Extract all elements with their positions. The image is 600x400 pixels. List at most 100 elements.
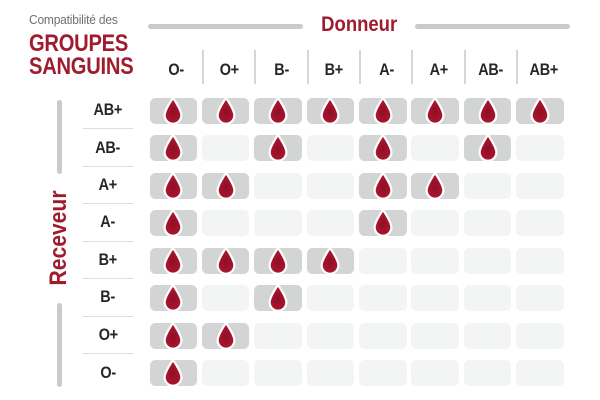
cell-oneg-from-bneg xyxy=(254,359,302,386)
col-header-oneg: O- xyxy=(150,50,202,84)
cell-opos-from-aneg xyxy=(359,322,407,349)
cell-apos-from-oneg xyxy=(149,171,197,200)
row-header-label: B- xyxy=(100,287,116,307)
cell-aneg-from-bpos xyxy=(306,210,355,237)
blood-drop-icon xyxy=(320,246,340,275)
receiver-axis-title: Receveur xyxy=(45,190,73,285)
cell-apos-from-bpos xyxy=(306,172,355,199)
cell-apos-from-aneg xyxy=(359,171,407,200)
blood-drop-icon xyxy=(373,134,393,163)
col-header-label: A- xyxy=(378,59,394,79)
cell-abpos-from-bpos xyxy=(306,96,355,125)
cell-abneg-from-oneg xyxy=(149,134,197,163)
title-line-1: Compatibilité des xyxy=(29,12,118,27)
cell-apos-from-apos xyxy=(411,171,459,200)
cell-opos-from-opos xyxy=(201,321,250,350)
row-header-aneg: A- xyxy=(83,204,133,242)
cell-apos-from-bneg xyxy=(254,172,302,199)
cell-opos-from-abpos xyxy=(516,322,564,349)
receiver-axis-label: Receveur xyxy=(45,190,72,286)
cell-opos-from-bpos xyxy=(306,322,355,349)
blood-drop-icon xyxy=(268,246,288,275)
cell-oneg-from-aneg xyxy=(359,359,407,386)
cell-aneg-from-oneg xyxy=(149,209,197,237)
cell-opos-from-apos xyxy=(411,322,459,349)
cell-bneg-from-abneg xyxy=(463,285,512,312)
title-line-2: GROUPES xyxy=(29,30,129,57)
blood-drop-icon xyxy=(163,284,183,312)
row-header-oneg: O- xyxy=(83,354,133,391)
blood-drop-icon xyxy=(373,171,393,200)
cell-oneg-from-abpos xyxy=(516,359,564,386)
cell-apos-from-abpos xyxy=(516,172,564,199)
receiver-row-labels: AB+ AB- A+ A- B+ B- O+ O- xyxy=(83,92,133,391)
cell-abneg-from-abneg xyxy=(463,134,512,163)
col-header-label: O+ xyxy=(219,59,239,79)
col-header-apos: A+ xyxy=(411,50,463,84)
col-header-bneg: B- xyxy=(254,50,306,84)
blood-drop-icon xyxy=(268,96,288,125)
cell-aneg-from-apos xyxy=(411,210,459,237)
col-header-abpos: AB+ xyxy=(516,50,568,84)
cell-abpos-from-opos xyxy=(201,96,250,125)
col-header-label: AB+ xyxy=(529,59,558,79)
cell-bpos-from-aneg xyxy=(359,247,407,274)
row-header-apos: A+ xyxy=(83,167,133,205)
blood-drop-icon xyxy=(163,96,183,125)
cell-apos-from-opos xyxy=(201,171,250,200)
cell-abneg-from-abpos xyxy=(516,135,564,162)
cell-bpos-from-abpos xyxy=(516,247,564,274)
cell-oneg-from-abneg xyxy=(463,359,512,386)
cell-abneg-from-apos xyxy=(411,135,459,162)
cell-bneg-from-abpos xyxy=(516,285,564,312)
row-header-label: A- xyxy=(100,212,116,232)
blood-drop-icon xyxy=(163,321,183,350)
donor-decor-line-right xyxy=(415,24,570,29)
cell-abneg-from-bpos xyxy=(306,135,355,162)
blood-drop-icon xyxy=(163,246,183,275)
cell-abpos-from-aneg xyxy=(359,96,407,125)
cell-bneg-from-bneg xyxy=(254,284,302,312)
cell-bneg-from-oneg xyxy=(149,284,197,312)
blood-drop-icon xyxy=(268,284,288,312)
receiver-decor-line-bottom xyxy=(57,303,62,387)
cell-aneg-from-abneg xyxy=(463,210,512,237)
col-header-bpos: B+ xyxy=(306,50,359,84)
cell-oneg-from-opos xyxy=(201,359,250,386)
cell-bpos-from-apos xyxy=(411,247,459,274)
row-header-abpos: AB+ xyxy=(83,92,133,130)
cell-abneg-from-opos xyxy=(201,135,250,162)
donor-column-headers: O- O+ B- B+ A- A+ AB- AB+ xyxy=(150,50,569,84)
cell-bpos-from-oneg xyxy=(149,246,197,275)
cell-aneg-from-bneg xyxy=(254,210,302,237)
row-header-bpos: B+ xyxy=(83,242,133,280)
cell-abpos-from-abneg xyxy=(463,96,512,125)
cell-abpos-from-bneg xyxy=(254,96,302,125)
blood-drop-icon xyxy=(216,321,236,350)
cell-bneg-from-aneg xyxy=(359,285,407,312)
blood-drop-icon xyxy=(163,209,183,237)
row-header-label: AB+ xyxy=(93,100,123,120)
compatibility-matrix xyxy=(149,96,569,397)
cell-bneg-from-bpos xyxy=(306,285,355,312)
donor-decor-line-left xyxy=(148,24,303,29)
cell-opos-from-bneg xyxy=(254,322,302,349)
cell-abpos-from-apos xyxy=(411,96,459,125)
cell-bpos-from-abneg xyxy=(463,247,512,274)
row-header-label: A+ xyxy=(98,175,118,195)
blood-drop-icon xyxy=(530,96,550,125)
row-header-label: O+ xyxy=(98,324,118,344)
cell-aneg-from-aneg xyxy=(359,209,407,237)
blood-drop-icon xyxy=(163,358,183,387)
cell-abneg-from-bneg xyxy=(254,134,302,163)
cell-bpos-from-bneg xyxy=(254,246,302,275)
cell-oneg-from-apos xyxy=(411,359,459,386)
cell-opos-from-oneg xyxy=(149,321,197,350)
cell-bpos-from-bpos xyxy=(306,246,355,275)
row-header-label: AB- xyxy=(95,137,121,157)
cell-opos-from-abneg xyxy=(463,322,512,349)
col-header-label: B- xyxy=(274,59,289,79)
cell-bneg-from-opos xyxy=(201,285,250,312)
blood-drop-icon xyxy=(268,134,288,163)
row-header-bneg: B- xyxy=(83,279,133,317)
